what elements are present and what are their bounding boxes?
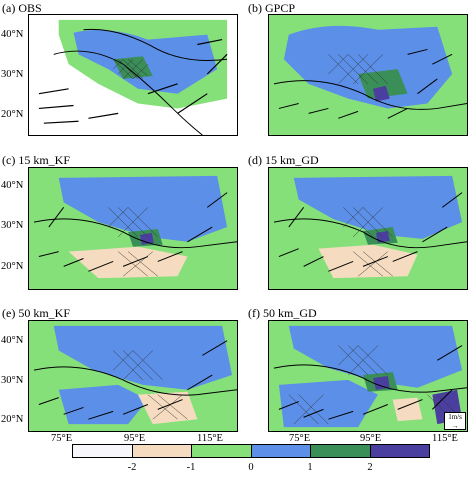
colorbar-tick-label: 2 — [367, 462, 373, 473]
lat-tick-label: 40°N — [1, 180, 24, 191]
hatch-region — [113, 59, 149, 80]
colorbar-tick-label: -2 — [127, 462, 137, 473]
panel-letter: (d) — [248, 153, 262, 167]
lon-tick-label: 115°E — [432, 433, 458, 444]
wind-vectors — [278, 48, 453, 119]
blue-region — [288, 325, 463, 388]
colorbar-segment — [251, 445, 311, 457]
blue-region-south — [278, 379, 378, 428]
lon-tick-label: 95°E — [124, 433, 146, 444]
panel-title: OBS — [18, 1, 42, 15]
hatch-region — [328, 54, 388, 85]
plateau-contour — [273, 364, 467, 393]
panel-letter: (c) — [2, 153, 16, 167]
lat-tick-label: 40°N — [1, 29, 24, 40]
map-panel-a — [28, 14, 238, 136]
wind-vectors — [278, 192, 463, 272]
map-a-svg — [29, 15, 237, 135]
wind-vectors — [278, 345, 463, 420]
map-panel-b — [268, 14, 468, 136]
colorbar-segment — [370, 445, 429, 457]
wind-vectors — [38, 192, 228, 272]
plateau-contour-2 — [83, 28, 228, 61]
panel-letter: (a) — [2, 1, 16, 15]
blue-region — [53, 325, 233, 390]
lon-tick-label: 95°E — [360, 433, 382, 444]
map-b-svg — [269, 15, 467, 135]
panel-title: 15 km_KF — [18, 153, 71, 167]
panel-letter: (f) — [248, 306, 260, 320]
purple-patch — [372, 376, 390, 390]
colorbar-tick-label: -1 — [186, 462, 196, 473]
vector-reference-box: 1m/s → — [444, 412, 466, 430]
hatch-region — [288, 345, 463, 425]
panel-title: 50 km_KF — [18, 306, 71, 320]
blue-region — [58, 175, 228, 242]
map-f-svg — [269, 321, 467, 431]
map-panel-f: 1m/s → — [268, 320, 468, 432]
colorbar-tick-label: 1 — [307, 462, 313, 473]
blue-region — [283, 25, 453, 109]
panel-title: GPCP — [265, 1, 296, 15]
lat-tick-label: 30°N — [1, 220, 24, 231]
colorbar-tick-label: 0 — [248, 462, 254, 473]
dark-green-patch — [113, 56, 153, 79]
tan-region — [318, 244, 418, 279]
lat-tick-label: 40°N — [1, 335, 24, 346]
purple-patch — [139, 232, 154, 245]
lat-tick-label: 30°N — [1, 375, 24, 386]
lat-tick-label: 20°N — [1, 414, 24, 425]
lat-tick-label: 20°N — [1, 109, 24, 120]
blue-region — [293, 175, 463, 239]
wind-vectors — [38, 39, 228, 124]
colorbar-segment — [132, 445, 192, 457]
lon-tick-label: 115°E — [197, 433, 223, 444]
plateau-contour — [273, 218, 467, 249]
panel-letter: (e) — [2, 306, 16, 320]
map-panel-d — [268, 167, 468, 290]
wind-vectors — [38, 340, 228, 420]
plateau-contour — [53, 50, 203, 135]
tan-region — [392, 397, 423, 422]
colorbar-segment — [73, 445, 133, 457]
purple-patch — [372, 85, 390, 102]
map-panel-c — [28, 167, 238, 290]
map-panel-e — [28, 320, 238, 432]
panel-letter: (b) — [248, 1, 262, 15]
panel-title: 50 km_GD — [263, 306, 317, 320]
lat-tick-label: 20°N — [1, 261, 24, 272]
panel-title: 15 km_GD — [265, 153, 319, 167]
map-d-svg — [269, 168, 467, 289]
vector-reference-label: 1m/s — [448, 413, 462, 421]
colorbar-segment — [192, 445, 252, 457]
blue-region-south — [58, 384, 148, 425]
colorbar — [72, 444, 430, 458]
hatch-region — [108, 207, 158, 277]
lon-tick-label: 75°E — [51, 433, 73, 444]
colorbar-segment — [311, 445, 371, 457]
lat-tick-label: 30°N — [1, 69, 24, 80]
tan-region — [68, 246, 188, 279]
map-e-svg — [29, 321, 237, 431]
map-c-svg — [29, 168, 237, 289]
plateau-contour — [273, 80, 467, 110]
lon-tick-label: 75°E — [289, 433, 311, 444]
